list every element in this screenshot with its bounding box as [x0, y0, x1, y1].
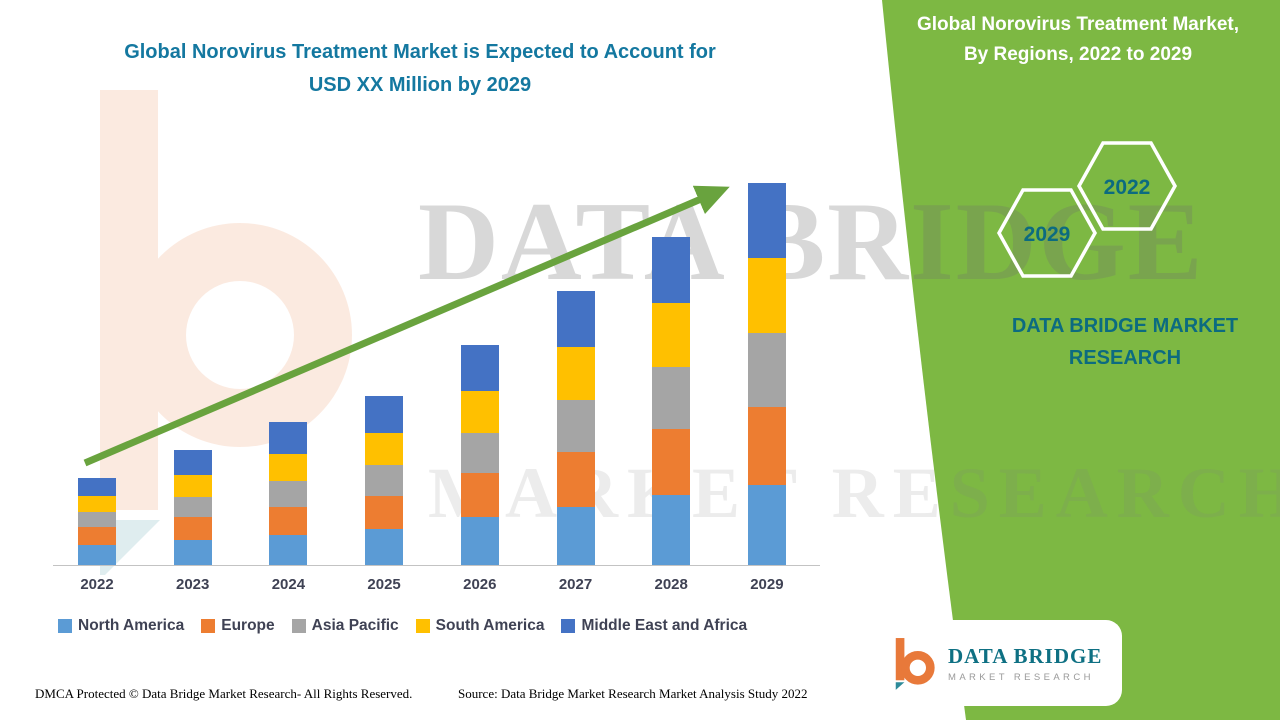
x-axis-label: 2025	[367, 576, 401, 593]
brand-wordmark: DATA BRIDGE MARKET RESEARCH	[958, 310, 1280, 374]
bar-segment-north-america	[78, 545, 116, 565]
data-bridge-logo-icon	[895, 638, 935, 690]
panel-title: Global Norovirus Treatment Market, By Re…	[888, 10, 1268, 71]
legend-swatch	[291, 619, 306, 633]
chart-title: Global Norovirus Treatment Market is Exp…	[60, 36, 780, 102]
legend-label: Middle East and Africa	[581, 617, 748, 634]
bar-segment-europe	[269, 506, 308, 535]
logo-text-block: DATA BRIDGE MARKET RESEARCH	[948, 644, 1102, 683]
source-note: Source: Data Bridge Market Research Mark…	[458, 686, 808, 701]
bar-segment-europe	[173, 517, 212, 541]
bar-segment-south-america	[747, 258, 786, 334]
hexagon-2029-label: 2029	[1024, 223, 1071, 246]
bar-segment-asia-pacific	[747, 333, 786, 408]
logo-tagline: MARKET RESEARCH	[948, 671, 1094, 683]
legend-item: Asia Pacific	[291, 617, 399, 635]
brand-wordmark-line1: DATA BRIDGE MARKET	[1011, 315, 1239, 337]
x-axis-label: 2022	[80, 576, 114, 593]
chart-title-line1: Global Norovirus Treatment Market is Exp…	[124, 41, 716, 63]
bar-segment-europe	[78, 527, 116, 546]
chart-title-line2: USD XX Million by 2029	[308, 74, 532, 96]
legend-label: Asia Pacific	[311, 617, 399, 634]
brand-wordmark-line2: RESEARCH	[1068, 347, 1182, 369]
dmca-notice: DMCA Protected © Data Bridge Market Rese…	[35, 686, 413, 701]
hexagon-2022-label: 2022	[1104, 176, 1151, 199]
bar-segment-north-america	[747, 485, 786, 565]
bar-segment-south-america	[173, 475, 212, 498]
hexagon-2022	[1076, 141, 1178, 231]
x-axis-label: 2023	[176, 576, 210, 593]
bar-segment-europe	[747, 407, 786, 486]
legend-item: Middle East and Africa	[561, 617, 747, 635]
x-axis-label: 2027	[558, 576, 593, 593]
x-axis-label: 2026	[463, 576, 497, 593]
legend-swatch	[415, 619, 430, 633]
legend-label: Europe	[221, 617, 275, 634]
legend-label: South America	[435, 617, 545, 634]
legend-swatch	[561, 619, 576, 633]
panel-title-line1: Global Norovirus Treatment Market,	[916, 14, 1240, 35]
legend-swatch	[58, 619, 72, 633]
bar-segment-north-america	[556, 506, 595, 565]
bar-segment-north-america	[460, 516, 499, 565]
bar-segment-north-america	[652, 495, 691, 565]
legend-item: Europe	[201, 617, 275, 635]
panel-title-line2: By Regions, 2022 to 2029	[963, 44, 1193, 66]
bar-segment-north-america	[173, 540, 212, 565]
bar-segment-north-america	[269, 534, 308, 565]
bar-segment-south-america	[78, 496, 116, 513]
legend-swatch	[201, 619, 216, 633]
bar-segment-asia-pacific	[365, 465, 404, 497]
x-axis-label: 2024	[271, 576, 306, 593]
x-axis-line	[53, 565, 820, 566]
bar-segment-asia-pacific	[78, 512, 116, 528]
hexagon-2029	[996, 188, 1098, 278]
bar-segment-north-america	[365, 529, 404, 565]
bar-segment-middle-east-and-africa	[747, 183, 786, 259]
x-axis-label: 2029	[750, 576, 784, 593]
logo-name: DATA BRIDGE	[948, 643, 1103, 668]
bar-segment-asia-pacific	[269, 480, 308, 507]
bar-segment-middle-east-and-africa	[78, 478, 116, 497]
x-axis-label: 2028	[654, 576, 688, 593]
bar-segment-europe	[460, 472, 499, 517]
brand-logo-card: DATA BRIDGE MARKET RESEARCH	[876, 620, 1122, 706]
legend-label: North America	[78, 617, 185, 634]
legend-item: South America	[415, 617, 545, 635]
bar-segment-europe	[365, 496, 404, 530]
chart-legend: North America Europe Asia Pacific South Ame…	[58, 617, 830, 635]
legend-item: North America	[58, 617, 184, 635]
bar-segment-asia-pacific	[173, 497, 212, 518]
